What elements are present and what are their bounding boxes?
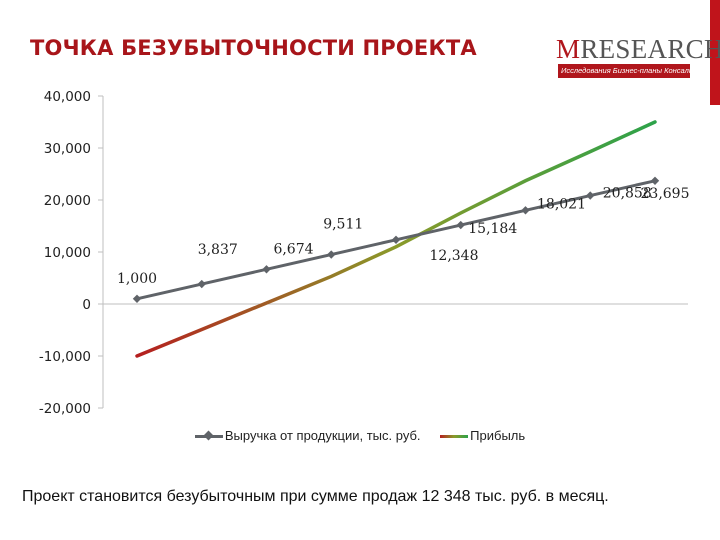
company-logo: MRESEARCH Исследования Бизнес-планы Конс… xyxy=(556,34,720,80)
data-label: 23,695 xyxy=(641,186,690,202)
revenue-point xyxy=(197,279,206,289)
logo-wordmark: MRESEARCH xyxy=(556,34,720,65)
data-label: 18,021 xyxy=(537,196,586,212)
y-tick-label: -10,000 xyxy=(39,349,91,365)
data-label: 12,348 xyxy=(430,248,479,264)
revenue-point xyxy=(132,294,142,303)
y-tick-label: 40,000 xyxy=(44,89,91,105)
legend-profit-marker xyxy=(440,429,469,443)
conclusion-text: Проект становится безубыточным при сумме… xyxy=(22,488,609,505)
y-tick-label: 0 xyxy=(82,297,91,313)
chart-axes: 40,000 30,000 20,000 10,000 0 -10,000 -20,000 xyxy=(39,89,688,417)
chart-legend: Выручка от продукции, тыс. руб. Прибыль xyxy=(0,428,720,446)
revenue-series xyxy=(132,176,660,303)
logo-tagline: Исследования Бизнес-планы Консалтинг xyxy=(558,64,690,78)
revenue-point xyxy=(391,235,401,244)
slide-title: ТОЧКА БЕЗУБЫТОЧНОСТИ ПРОЕКТА xyxy=(30,36,477,60)
data-label: 3,837 xyxy=(198,242,238,258)
y-tick-label: -20,000 xyxy=(39,401,91,417)
revenue-point xyxy=(650,176,660,185)
legend-item-revenue: Выручка от продукции, тыс. руб. xyxy=(194,428,421,443)
break-even-chart: 40,00030,00020,00010,0000-10,000-20,000 … xyxy=(39,89,690,417)
y-tick-label: 30,000 xyxy=(44,141,91,157)
data-label: 1,000 xyxy=(117,271,157,287)
legend-profit-label: Прибыль xyxy=(470,428,526,443)
y-tick-label: 10,000 xyxy=(44,245,91,261)
data-label: 20,858 xyxy=(603,186,652,202)
revenue-point xyxy=(327,250,336,259)
logo-letter-m: M xyxy=(556,34,581,64)
data-label: 9,511 xyxy=(323,217,363,233)
revenue-point xyxy=(586,191,595,200)
profit-series xyxy=(135,120,657,358)
revenue-point xyxy=(262,265,271,274)
legend-revenue-marker xyxy=(194,429,223,443)
data-labels: 1,000 3,837 6,674 9,511 12,348 15,184 18,021 20… xyxy=(117,186,690,287)
logo-word-research: RESEARCH xyxy=(580,34,720,64)
revenue-point xyxy=(521,206,530,215)
legend-revenue-label: Выручка от продукции, тыс. руб. xyxy=(224,428,421,443)
accent-bar xyxy=(710,0,720,105)
data-label: 6,674 xyxy=(273,241,313,257)
revenue-point xyxy=(456,220,465,230)
profit-line xyxy=(135,120,657,358)
y-tick-label: 20,000 xyxy=(44,193,91,209)
legend-item-profit: Прибыль xyxy=(440,428,525,443)
data-label: 15,184 xyxy=(468,221,517,237)
